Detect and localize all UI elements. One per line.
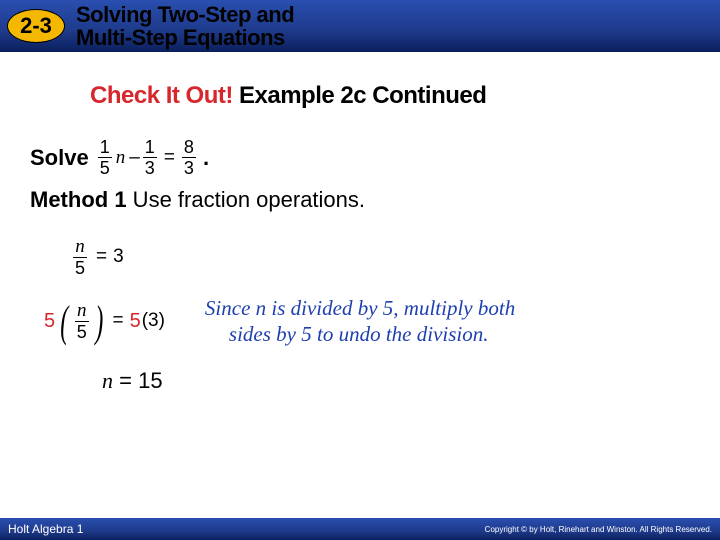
result-var: n <box>102 368 113 393</box>
method-bold: Method 1 <box>30 187 127 212</box>
explain-line-2: sides by 5 to undo the division. <box>205 321 515 347</box>
step-2-eq: 5 ( n 5 ) = 5 ( 3 ) <box>44 301 165 341</box>
footer-right: Copyright © by Holt, Rinehart and Winsto… <box>485 525 712 534</box>
frac-3: 8 3 <box>182 138 196 177</box>
equals-op: = <box>164 147 175 169</box>
frac-2: 1 3 <box>143 138 157 177</box>
result-line: n = 15 <box>102 368 700 394</box>
right-5: 5 <box>130 310 141 333</box>
content-area: Check It Out! Example 2c Continued Solve… <box>0 52 720 394</box>
section-heading: Check It Out! Example 2c Continued <box>90 82 700 110</box>
method-rest: Use fraction operations. <box>127 187 365 212</box>
period: . <box>203 145 209 171</box>
header-bar: 2-3 Solving Two-Step and Multi-Step Equa… <box>0 0 720 52</box>
lesson-number-box: 2-3 <box>6 6 66 46</box>
step1-eq: = <box>96 246 107 268</box>
title-line-2: Multi-Step Equations <box>76 26 294 49</box>
rparen-2: ) <box>159 310 165 332</box>
method-line: Method 1 Use fraction operations. <box>30 187 700 213</box>
explanation: Since n is divided by 5, multiply both s… <box>205 295 515 348</box>
step-1: n 5 = 3 <box>70 237 700 277</box>
explain-line-1: Since n is divided by 5, multiply both <box>205 295 515 321</box>
step1-rhs: 3 <box>113 246 124 268</box>
solve-label: Solve <box>30 145 89 171</box>
result-eq: = <box>113 368 138 393</box>
three: 3 <box>148 310 159 332</box>
step2-frac: n 5 <box>75 301 89 341</box>
heading-black: Example 2c Continued <box>233 82 487 109</box>
title-line-1: Solving Two-Step and <box>76 3 294 26</box>
lparen-1: ( <box>60 304 68 339</box>
step2-eq: = <box>112 310 123 332</box>
footer-bar: Holt Algebra 1 Copyright © by Holt, Rine… <box>0 518 720 540</box>
footer-left: Holt Algebra 1 <box>8 522 83 536</box>
problem-line: Solve 1 5 n – 1 3 = 8 3 . <box>30 138 700 177</box>
frac-1: 1 5 <box>98 138 112 177</box>
minus-op: – <box>129 147 140 169</box>
heading-red: Check It Out! <box>90 82 233 109</box>
left-5: 5 <box>44 310 55 333</box>
lesson-title: Solving Two-Step and Multi-Step Equation… <box>76 3 294 49</box>
step-2-row: 5 ( n 5 ) = 5 ( 3 ) Since n is divided b… <box>30 295 700 348</box>
step1-frac: n 5 <box>73 237 87 277</box>
rparen-1: ) <box>95 304 103 339</box>
result-val: 15 <box>138 368 162 393</box>
variable-n: n <box>116 147 126 169</box>
lesson-number: 2-3 <box>20 13 52 39</box>
